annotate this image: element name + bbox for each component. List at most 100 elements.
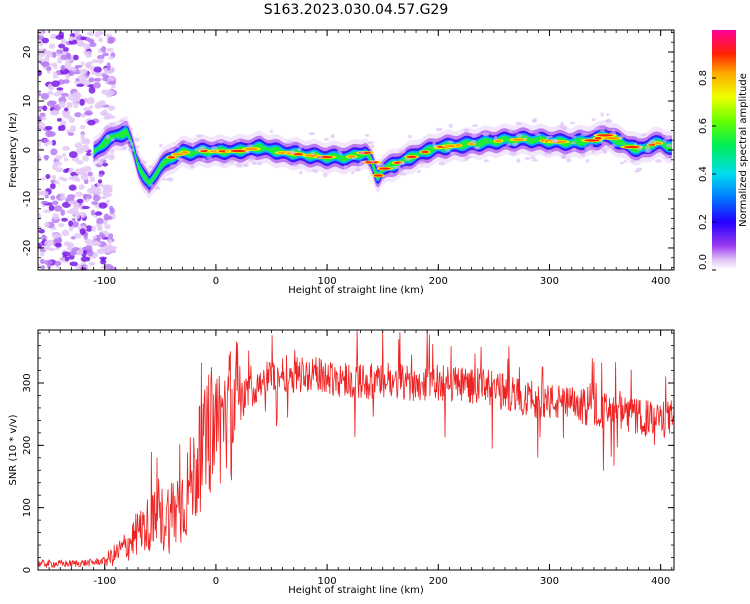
haze-speck <box>600 140 606 145</box>
noise-speck <box>58 223 65 228</box>
haze-speck <box>528 130 534 133</box>
haze-speck <box>584 145 591 151</box>
haze-speck <box>472 124 479 128</box>
noise-speck <box>91 225 96 232</box>
snr-series-line <box>38 330 674 569</box>
noise-speck <box>45 174 51 180</box>
noise-speck <box>71 217 76 222</box>
noise-speck <box>108 246 116 253</box>
noise-speck <box>97 58 104 64</box>
haze-speck <box>510 151 517 156</box>
haze-speck <box>601 147 607 152</box>
spectrogram-y-ticks: -20 -10 0 10 20 <box>22 32 674 268</box>
noise-speck <box>60 65 66 71</box>
haze-speck <box>269 129 273 134</box>
noise-speck <box>82 155 89 162</box>
x-tick-label: 200 <box>429 576 448 587</box>
noise-speck <box>108 233 114 239</box>
noise-speck <box>90 209 96 216</box>
noise-speck <box>74 112 82 118</box>
haze-speck <box>493 135 498 141</box>
noise-speck <box>102 162 109 167</box>
haze-speck <box>299 170 303 175</box>
haze-speck <box>606 113 610 116</box>
noise-speck <box>51 80 61 88</box>
haze-speck <box>585 159 590 163</box>
haze-speck <box>664 154 670 160</box>
colorbar-tick-label: 0.6 <box>698 118 709 134</box>
haze-speck <box>508 128 513 133</box>
ridge-peak-core <box>167 156 176 159</box>
noise-speck <box>66 194 76 199</box>
ridge-peak-core <box>305 154 318 157</box>
noise-speck <box>67 242 74 249</box>
noise-speck <box>54 205 63 212</box>
haze-speck <box>364 133 370 137</box>
noise-speck <box>106 47 114 52</box>
haze-speck <box>600 112 604 117</box>
haze-speck <box>463 128 469 133</box>
noise-speck <box>52 51 57 58</box>
noise-speck <box>41 61 50 68</box>
noise-speck <box>84 245 93 252</box>
noise-speck <box>51 139 57 146</box>
noise-speck <box>79 124 86 130</box>
noise-speck <box>39 177 46 181</box>
haze-speck <box>531 119 536 123</box>
noise-speck <box>40 258 45 264</box>
noise-speck <box>100 195 108 200</box>
noise-speck <box>48 141 53 145</box>
haze-speck <box>177 161 182 165</box>
haze-speck <box>310 151 315 155</box>
noise-speck <box>61 152 67 158</box>
haze-speck <box>242 163 249 168</box>
x-tick-label: 200 <box>429 276 448 287</box>
noise-speck <box>85 225 93 232</box>
haze-speck <box>246 144 254 148</box>
noise-speck <box>52 75 59 79</box>
noise-speck <box>98 101 106 107</box>
haze-speck <box>324 137 330 141</box>
noise-speck <box>84 62 92 69</box>
haze-speck <box>190 164 195 169</box>
haze-speck <box>435 127 443 132</box>
haze-speck <box>359 162 363 167</box>
haze-speck <box>641 133 647 137</box>
haze-speck <box>135 145 140 149</box>
haze-speck <box>515 133 523 138</box>
haze-speck <box>367 141 375 145</box>
noise-speck <box>38 122 46 129</box>
colorbar-tick-label: 0.2 <box>698 214 709 230</box>
noise-speck <box>79 98 85 106</box>
noise-speck <box>60 209 66 216</box>
snr-frame <box>37 329 675 571</box>
ridge-peak-core <box>244 147 259 151</box>
colorbar: 0.0 0.2 0.4 0.6 0.8 Normalized spectral ampl… <box>698 30 749 271</box>
haze-speck <box>129 127 133 131</box>
noise-speck <box>56 49 64 54</box>
ridge-peak-core <box>180 151 189 154</box>
noise-speck <box>73 104 79 109</box>
haze-speck <box>560 121 565 126</box>
x-tick-label: 0 <box>213 576 219 587</box>
noise-speck <box>83 43 91 50</box>
noise-speck <box>72 67 77 72</box>
noise-speck <box>101 245 111 254</box>
noise-speck <box>75 191 84 197</box>
noise-speck <box>39 251 45 257</box>
noise-speck <box>38 30 44 37</box>
haze-speck <box>607 145 614 149</box>
noise-speck <box>107 40 114 44</box>
haze-speck <box>298 144 303 149</box>
noise-speck <box>41 116 47 121</box>
noise-speck <box>62 47 69 52</box>
haze-speck <box>399 161 406 166</box>
noise-speck <box>64 60 72 67</box>
haze-speck <box>169 163 177 168</box>
noise-speck <box>91 201 99 206</box>
noise-speck <box>75 178 81 182</box>
y-tick-label: -10 <box>22 191 33 207</box>
ridge-peak-core <box>455 144 462 147</box>
noise-speck <box>50 110 60 116</box>
